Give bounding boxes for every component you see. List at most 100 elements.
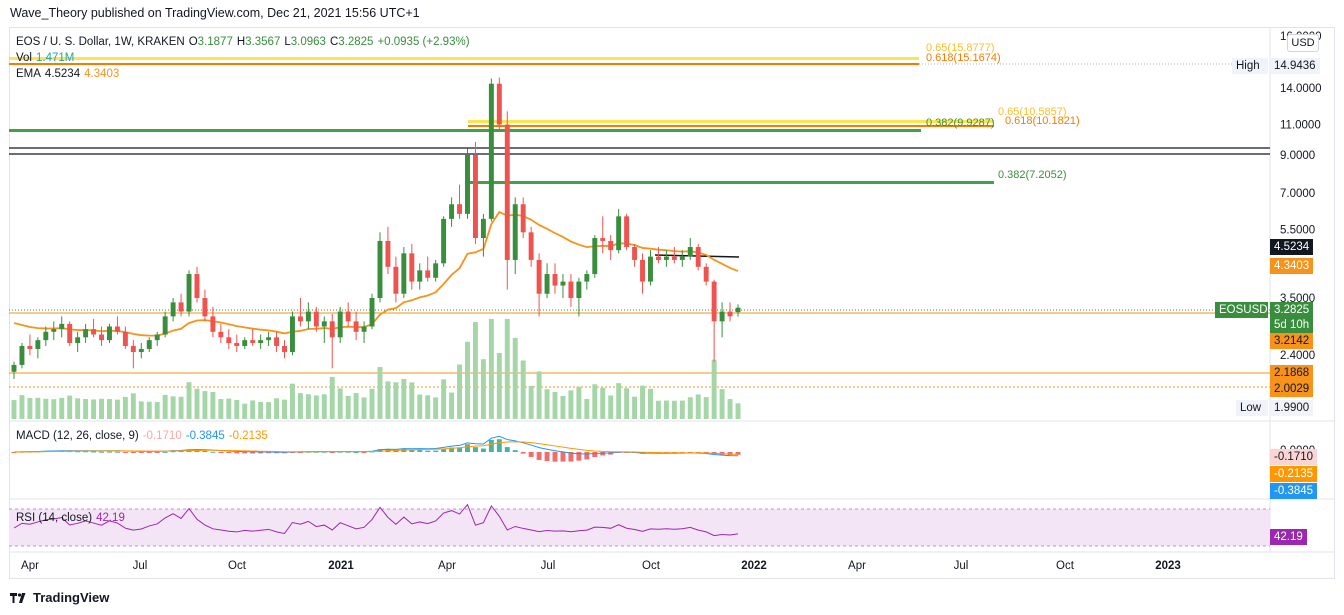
macd-histogram-bar: [337, 451, 343, 453]
volume-bar: [59, 397, 65, 419]
candle-body: [465, 154, 470, 214]
volume-bar: [202, 391, 208, 419]
volume-bar: [154, 402, 160, 419]
volume-bar: [170, 396, 176, 419]
fib-line-0-382-mid: [9, 129, 921, 132]
candle-body: [250, 340, 256, 344]
volume-bar: [19, 395, 25, 419]
price-tick-label: 2.4000: [1280, 350, 1315, 362]
time-tick-label: Jul: [541, 560, 556, 572]
volume-bar: [711, 359, 717, 419]
candle-body: [695, 247, 701, 267]
ohlc-high: 3.3567: [245, 36, 281, 48]
volume-bar: [480, 359, 486, 419]
candle-body: [735, 307, 741, 313]
macd-histogram-bar: [138, 452, 144, 453]
candle-body: [560, 281, 566, 286]
ema-value-2: 4.3403: [84, 68, 120, 80]
macd-histogram-bar: [258, 452, 264, 454]
macd-histogram-bar: [234, 452, 240, 454]
ema2-price-tag: 4.3403: [1270, 258, 1314, 274]
macd-histogram-bar: [425, 450, 431, 452]
volume-bar: [353, 393, 359, 419]
macd-histogram-bar: [512, 450, 518, 452]
candle-body: [608, 240, 614, 251]
candle-body: [512, 204, 518, 260]
macd-histogram-bar: [218, 452, 224, 453]
candle-body: [266, 337, 272, 341]
volume-bar: [11, 400, 17, 419]
candle-body: [552, 274, 558, 286]
last-price-tag: 3.2825: [1270, 302, 1314, 318]
fib-labels: 0.65(15.8777)0.618(15.1674) 0.65(10.5857)…: [926, 42, 1080, 181]
fib-level-label: 0.618(15.1674): [926, 52, 1001, 64]
macd-histogram-bar: [520, 452, 526, 454]
volume-bar: [162, 394, 168, 419]
volume-bar: [250, 400, 256, 419]
volume-bar: [289, 383, 295, 419]
candle-body: [289, 316, 295, 353]
fib-level-label: 0.65(10.5857): [998, 106, 1067, 118]
macd-tag-3: -0.3845: [1270, 483, 1318, 499]
volume-bar: [417, 394, 423, 419]
candle-body: [679, 256, 685, 260]
volume-bar: [687, 397, 693, 419]
macd-histogram-bar: [703, 452, 709, 453]
candles: [11, 77, 741, 380]
candle-body: [75, 337, 81, 344]
candle-body: [624, 216, 630, 248]
fib-level-label: 0.65(15.8777): [926, 42, 995, 54]
time-tick-label: Apr: [21, 560, 39, 572]
volume-bar: [512, 337, 518, 419]
macd-histogram-bar: [313, 451, 319, 453]
volume-bar: [735, 403, 741, 419]
macd-histogram-bar: [409, 449, 415, 452]
rsi-legend: RSI (14, close) 42.19: [16, 512, 129, 524]
candle-body: [433, 263, 439, 278]
volume-bar: [51, 399, 57, 419]
volume-bar: [337, 388, 343, 419]
candle-body: [43, 331, 49, 341]
volume-bar: [67, 395, 73, 419]
volume-bar: [234, 400, 240, 419]
candle-body: [616, 216, 622, 251]
candle-body: [282, 345, 287, 353]
volume-bar: [178, 396, 184, 419]
candle-body: [472, 154, 478, 239]
volume-bar: [210, 391, 216, 419]
volume-bar: [520, 360, 526, 419]
candle-body: [274, 337, 280, 346]
volume-bar: [345, 395, 351, 419]
volume-bar: [584, 398, 590, 419]
volume-bar: [266, 402, 272, 419]
main-legend: EOS / U. S. Dollar, 1W, KRAKEN O3.1877 H3.…: [16, 36, 470, 48]
macd-histogram-bar: [735, 452, 741, 455]
publisher-credit: Wave_Theory published on TradingView.com…: [10, 6, 420, 20]
ema-legend: EMA 4.5234 4.3403: [16, 68, 123, 80]
candle-body: [687, 247, 693, 257]
currency-button[interactable]: USD: [1287, 34, 1319, 52]
candle-body: [441, 218, 447, 264]
rsi-value: 42.19: [96, 512, 125, 524]
volume-bar: [671, 400, 677, 419]
volume-bar: [472, 322, 478, 419]
volume-bar: [592, 384, 598, 419]
volume-bar: [329, 376, 335, 419]
volume-bar: [385, 381, 391, 419]
candle-body: [11, 364, 17, 372]
macd-histogram-bar: [99, 451, 104, 453]
time-tick-label: Oct: [228, 560, 247, 572]
macd-histogram-bar: [114, 451, 120, 453]
macd-histogram-bar: [568, 452, 574, 462]
footer-brand-text: TradingView: [33, 590, 110, 605]
candle-body: [655, 256, 661, 260]
volume-bar: [409, 382, 415, 419]
rsi-pane: [9, 503, 1270, 547]
volume-bar: [624, 388, 630, 419]
candle-body: [671, 256, 677, 260]
candle-body: [297, 316, 303, 322]
volume-bar: [146, 401, 152, 419]
macd-histogram-bar: [544, 452, 550, 462]
candle-body: [329, 321, 335, 338]
